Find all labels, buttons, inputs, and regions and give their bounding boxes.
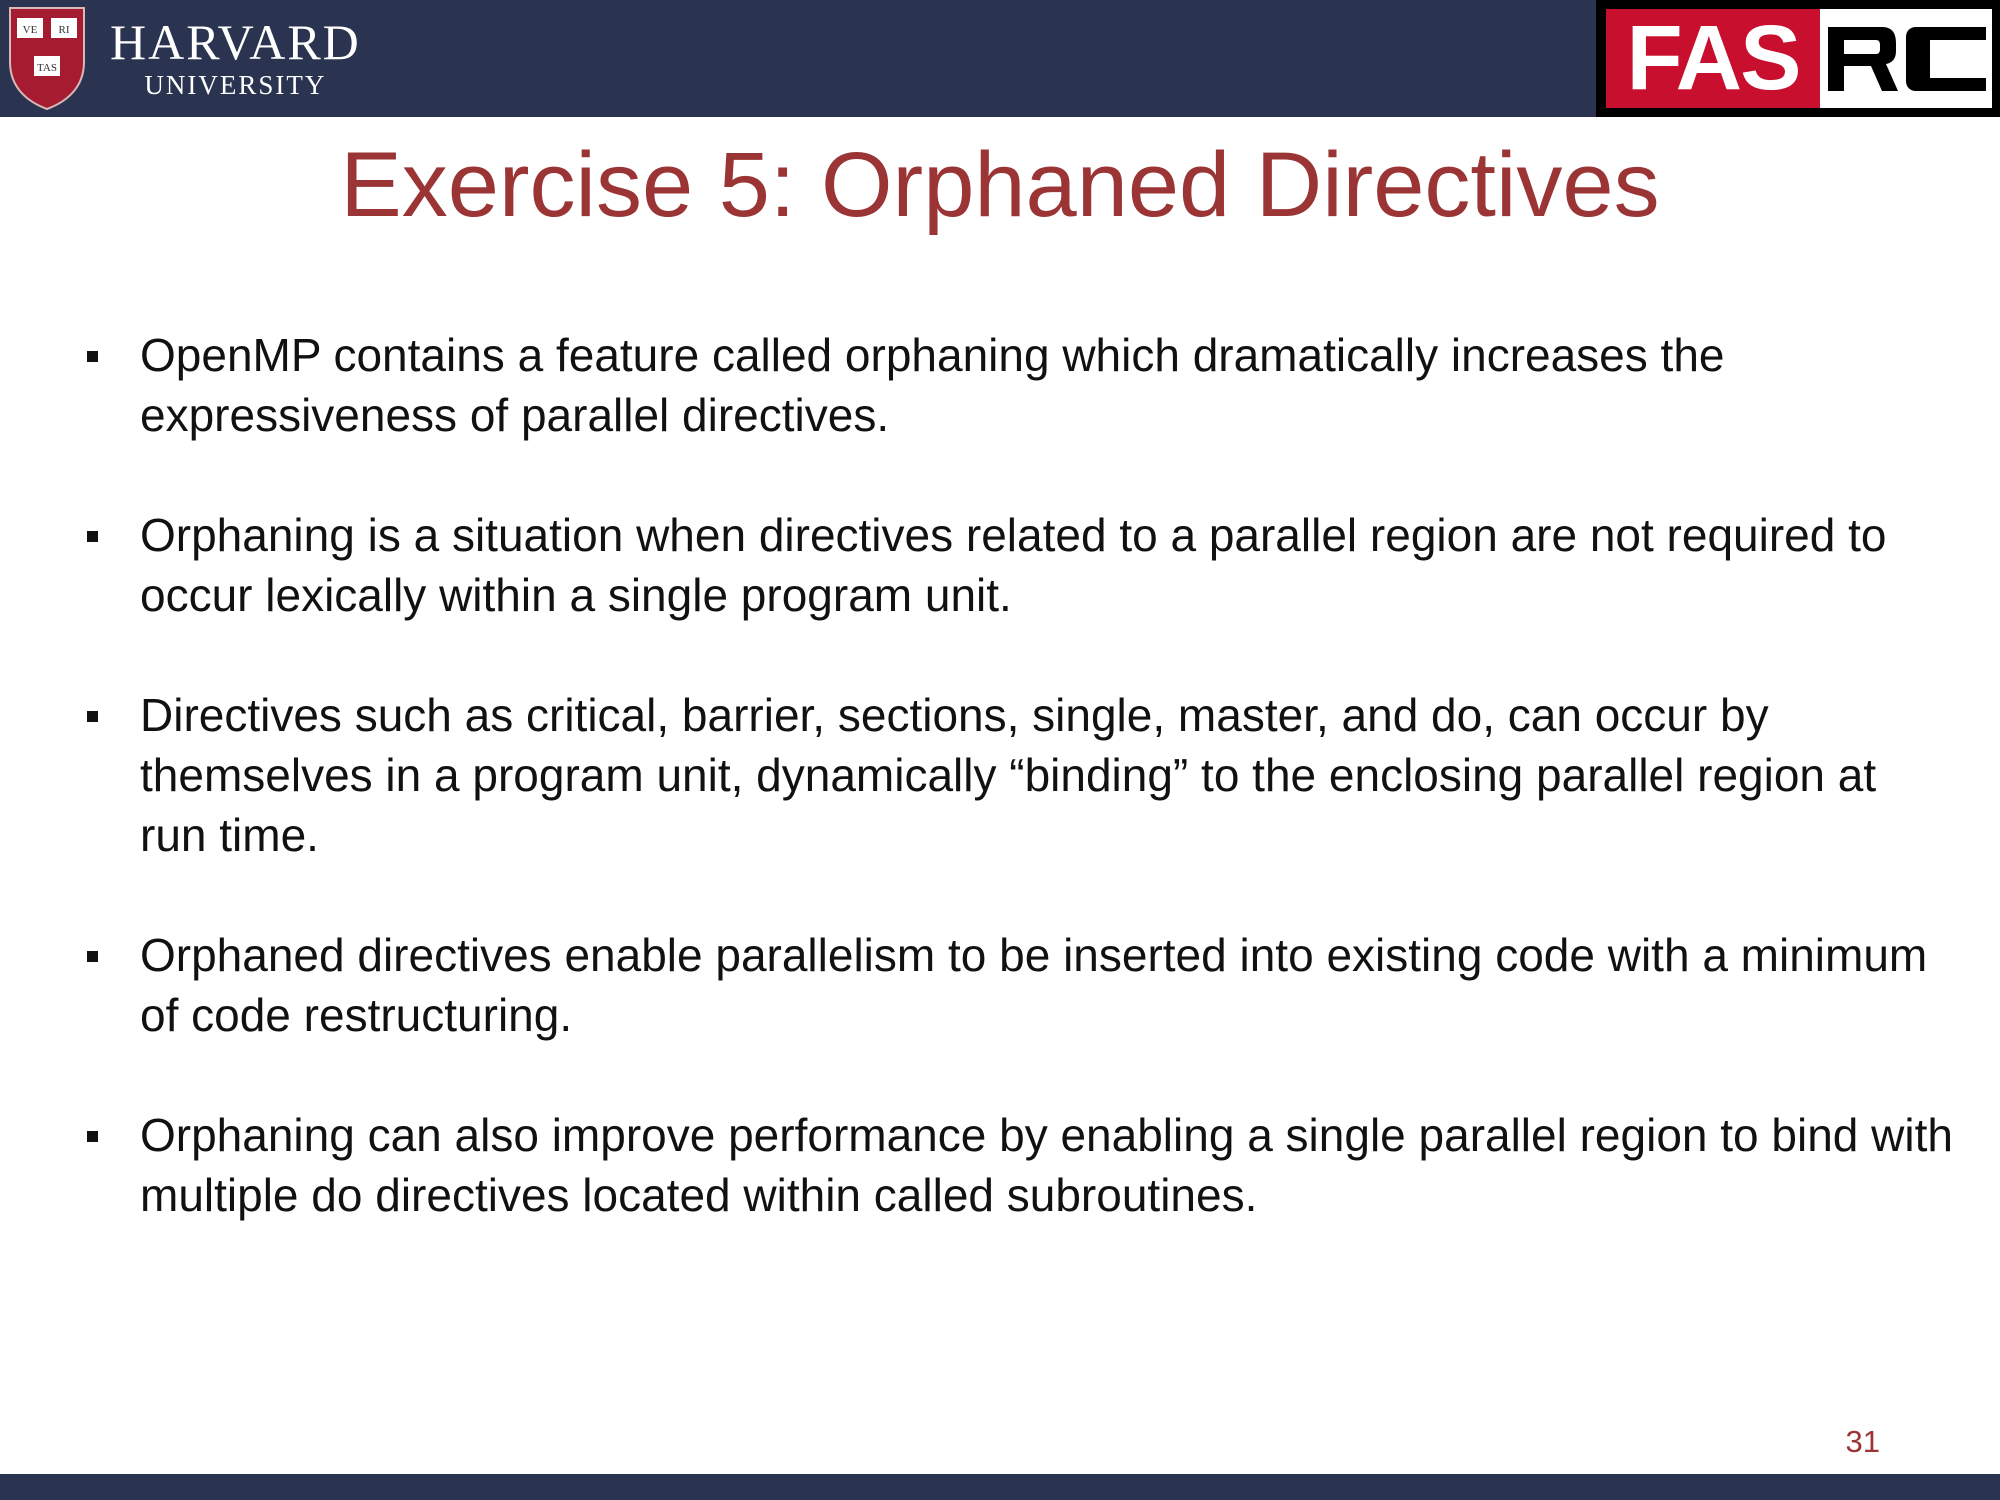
harvard-shield-icon: VE RI TAS — [9, 7, 85, 111]
square-bullet-icon — [87, 531, 98, 542]
square-bullet-icon — [87, 951, 98, 962]
rc-logo-icon: RC — [1828, 27, 1986, 91]
square-bullet-icon — [87, 351, 98, 362]
header-bar: VE RI TAS HARVARD UNIVERSITY FAS RC — [0, 0, 2000, 117]
harvard-wordmark-text: HARVARD — [110, 14, 361, 70]
slide-title: Exercise 5: Orphaned Directives — [340, 134, 1660, 236]
page-number: 31 — [1845, 1424, 1880, 1459]
bullet-item-performance: Orphaning can also improve performance b… — [85, 1105, 1955, 1225]
bullet-text: OpenMP contains a feature called orphani… — [140, 329, 1725, 441]
bullet-text: Orphaned directives enable parallelism t… — [140, 929, 1928, 1041]
bullet-text: Directives such as critical, barrier, se… — [140, 689, 1877, 861]
rc-logo-mark: RC — [1820, 9, 1992, 108]
bullet-item-orphaning-definition: Orphaning is a situation when directives… — [85, 505, 1955, 625]
fas-logo-text: FAS — [1606, 9, 1820, 108]
square-bullet-icon — [87, 1131, 98, 1142]
harvard-wordmark: HARVARD UNIVERSITY — [110, 16, 361, 100]
bullet-item-directives-binding: Directives such as critical, barrier, se… — [85, 685, 1955, 865]
harvard-university-text: UNIVERSITY — [144, 70, 327, 100]
harvard-logo: VE RI TAS HARVARD UNIVERSITY — [6, 4, 361, 112]
fasrc-logo: FAS RC — [1596, 0, 2000, 117]
bullet-text: Orphaning is a situation when directives… — [140, 509, 1887, 621]
bullet-item-minimal-restructuring: Orphaned directives enable parallelism t… — [85, 925, 1955, 1045]
bullet-list: OpenMP contains a feature called orphani… — [85, 325, 1955, 1285]
svg-text:TAS: TAS — [37, 62, 57, 74]
footer-bar — [0, 1474, 2000, 1500]
square-bullet-icon — [87, 711, 98, 722]
bullet-item-orphaning-feature: OpenMP contains a feature called orphani… — [85, 325, 1955, 445]
svg-text:RI: RI — [59, 24, 70, 36]
bullet-text: Orphaning can also improve performance b… — [140, 1109, 1953, 1221]
svg-text:VE: VE — [23, 24, 38, 36]
